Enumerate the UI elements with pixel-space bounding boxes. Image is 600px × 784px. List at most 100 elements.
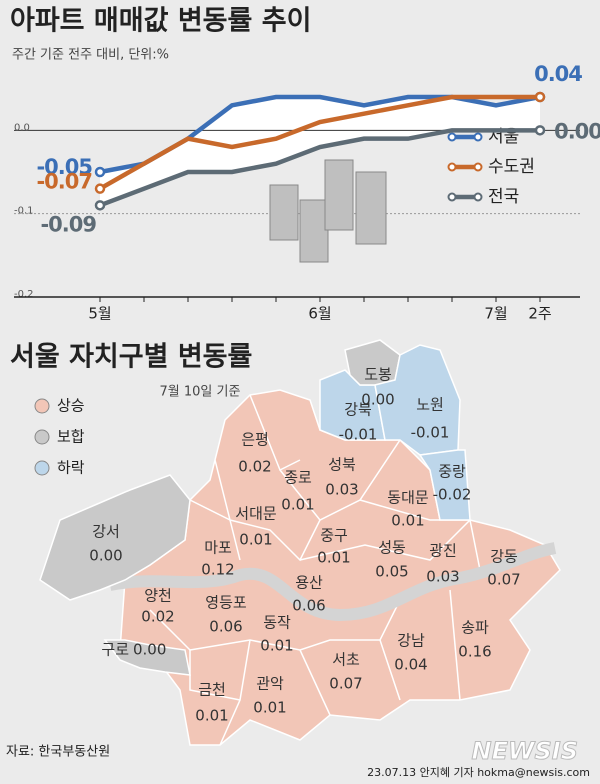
district-value: -0.01 [339,426,378,444]
district-value: 0.01 [281,496,314,514]
map-legend-marker [34,398,50,414]
district-value: 0.07 [329,675,362,693]
district-border [379,639,401,701]
legend-marker [447,132,457,142]
district-name: 강남 [397,632,425,650]
district-value: 0.16 [458,643,491,661]
map-title: 서울 자치구별 변동률 [10,342,252,373]
district-border [299,519,471,561]
district-border [149,609,191,651]
district-value: 0.06 [209,618,242,636]
district-value: -0.02 [433,486,472,504]
district-area [103,639,191,676]
building-illustration [269,159,387,263]
district-name: 마포 [204,539,232,557]
x-tick-label: 5월 [88,305,111,323]
value-label: -0.09 [40,212,96,236]
district-border [189,499,241,561]
map-legend-marker [34,429,50,445]
district-name: 관악 [256,675,284,693]
district-name: 구로 [101,641,129,659]
district-border [469,519,481,571]
district-name: 종로 [284,469,312,487]
map-legend-label: 상승 [57,397,85,415]
district-value: -0.01 [411,424,450,442]
point [94,183,106,194]
seoul-map [39,339,561,746]
legend-marker [473,162,483,172]
value-label: 0.00 [554,119,600,143]
value-label: -0.05 [36,155,92,179]
district-name: 중구 [320,527,348,545]
district-name: 송파 [461,619,489,637]
district-value: 0.00 [133,641,166,659]
map-subtitle: 7월 10일 기준 [160,385,241,400]
district-value: 0.01 [317,549,350,567]
district-border [299,649,331,716]
legend-marker [473,132,483,142]
district-name: 동작 [263,614,291,632]
line-series [99,128,540,208]
district-value: 0.03 [426,568,459,586]
district-name: 노원 [416,396,444,414]
district-value: 0.01 [239,531,272,549]
district-value: 0.02 [141,608,174,626]
source: 자료: 한국부동산원 [6,745,110,760]
district-name: 동대문 [387,489,429,507]
district-name: 영등포 [205,594,247,612]
district-value: 0.01 [253,699,286,717]
logo: NEWSIS [472,737,578,765]
value-label: -0.07 [36,170,92,194]
district-value: 0.04 [394,656,427,674]
district-name: 용산 [295,574,323,592]
chart-subtitle: 주간 기준 전주 대비, 단위:% [12,48,169,63]
district-border [214,459,321,562]
map-legend-label: 보합 [57,428,85,446]
x-tick-label: 6월 [308,305,331,323]
map-legend-label: 하락 [57,459,85,477]
district-name: 금천 [198,681,226,699]
district-value: 0.07 [487,571,520,589]
district-name: 성북 [328,456,356,474]
district-name: 성동 [378,539,406,557]
district-name: 강서 [92,523,120,541]
district-value: 0.05 [375,563,408,581]
point [534,125,546,136]
district-area [39,474,191,601]
value-label: 0.04 [534,62,582,86]
district-value: 0.12 [201,561,234,579]
district-border [189,650,241,701]
legend-marker [447,162,457,172]
river [108,542,557,622]
district-name: 강북 [344,401,372,419]
x-tick-label: 2주 [528,305,551,323]
map-legend-marker [34,460,50,476]
point [94,200,106,211]
district-name: 서초 [332,651,360,669]
district-border [189,599,401,651]
district-name: 광진 [429,542,457,560]
legend-label: 전국 [488,187,519,207]
y-tick-label: -0.1 [14,206,34,217]
y-tick-label: -0.2 [14,289,34,300]
line-series [98,94,540,191]
district-area [374,344,461,456]
chart-title: 아파트 매매값 변동률 추이 [10,6,311,37]
district-name: 은평 [241,431,269,449]
district-value: 0.01 [391,512,424,530]
district-value: 0.06 [292,597,325,615]
district-value: 0.03 [325,481,358,499]
district-name: 강동 [490,548,518,566]
district-name: 양천 [144,587,172,605]
district-border [359,499,440,521]
district-border [279,439,401,521]
legend-marker [447,192,457,202]
district-name: 도봉 [364,366,392,384]
point [534,91,546,103]
district-name: 중랑 [438,463,466,481]
district-value: 0.01 [195,707,228,725]
legend-marker [473,192,483,202]
x-tick-label: 7월 [484,305,507,323]
district-name: 서대문 [235,505,277,523]
